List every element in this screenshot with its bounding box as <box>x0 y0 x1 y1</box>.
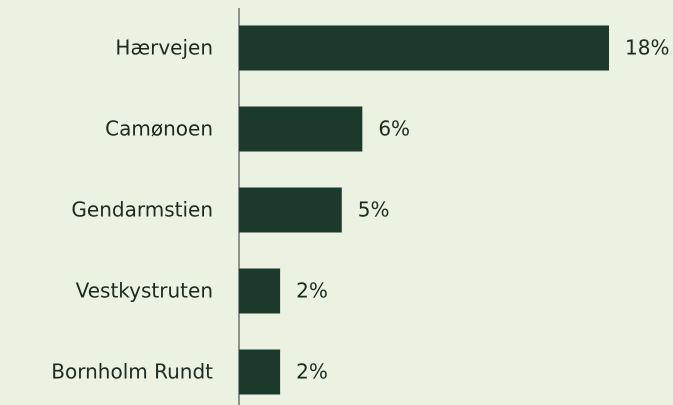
value-label: 2% <box>296 279 328 303</box>
category-label: Bornholm Rundt <box>51 360 213 384</box>
value-label: 18% <box>625 36 669 60</box>
value-label: 5% <box>358 198 390 222</box>
category-label: Vestkystruten <box>76 279 213 303</box>
category-label: Gendarmstien <box>71 198 213 222</box>
bar <box>239 268 281 314</box>
bar <box>239 349 281 395</box>
value-label: 2% <box>296 360 328 384</box>
bar <box>239 25 609 71</box>
bar <box>239 187 342 233</box>
bar <box>239 106 363 152</box>
value-label: 6% <box>378 117 410 141</box>
category-label: Camønoen <box>105 117 213 141</box>
category-label: Hærvejen <box>115 36 213 60</box>
